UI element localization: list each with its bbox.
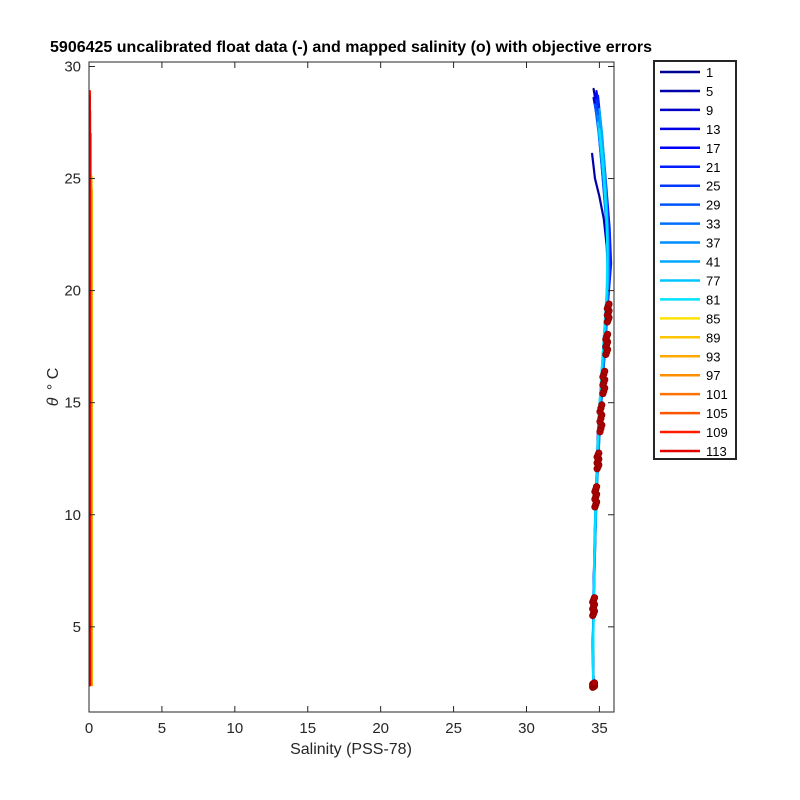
legend-item: 101 xyxy=(660,387,728,402)
mapped-salinity-cluster xyxy=(602,330,612,359)
legend-item: 13 xyxy=(660,122,720,137)
x-tick-label: 5 xyxy=(158,720,166,737)
mapped-salinity-point xyxy=(595,449,603,457)
y-tick-label: 15 xyxy=(64,395,81,412)
marker-layer xyxy=(589,300,613,691)
legend: 1 5 9 13 17 21 25 29 33 37 41 77 81 85 89 93 97 101 105 109… xyxy=(653,60,737,460)
mapped-salinity-cluster xyxy=(591,483,601,511)
x-tick-label: 35 xyxy=(591,720,608,737)
y-axis-label-symbol: θ xyxy=(45,397,62,406)
legend-label: 29 xyxy=(706,198,720,213)
axes-frame xyxy=(88,61,615,713)
y-axis-label: θ ° C xyxy=(45,368,62,407)
y-tick-label: 20 xyxy=(64,283,81,300)
plot-area: 0 5 10 15 20 25 30 35 5 10 15 20 25 30 xyxy=(64,58,615,737)
x-tick-label: 30 xyxy=(518,720,535,737)
legend-item: 41 xyxy=(660,255,720,270)
mapped-salinity-cluster xyxy=(593,449,603,473)
legend-label: 89 xyxy=(706,330,720,345)
y-axis-label-unit: ° C xyxy=(45,368,62,390)
legend-item: 77 xyxy=(660,273,720,288)
legend-label: 37 xyxy=(706,236,720,251)
legend-label: 105 xyxy=(706,406,728,421)
x-tick-label: 0 xyxy=(85,720,93,737)
mapped-salinity-cluster xyxy=(589,679,599,691)
legend-label: 101 xyxy=(706,387,728,402)
chart-title: 5906425 uncalibrated float data (-) and … xyxy=(50,39,652,56)
legend-item: 29 xyxy=(660,198,720,213)
mapped-salinity-point xyxy=(605,300,613,308)
legend-label: 13 xyxy=(706,122,720,137)
x-tick-label: 15 xyxy=(299,720,316,737)
legend-label: 9 xyxy=(706,103,713,118)
y-tick-label: 5 xyxy=(73,619,81,636)
legend-item: 17 xyxy=(660,141,720,156)
mapped-salinity-point xyxy=(598,401,606,409)
mapped-salinity-cluster xyxy=(596,401,606,436)
x-axis-ticks: 0 5 10 15 20 25 30 35 xyxy=(85,62,608,737)
legend-item: 37 xyxy=(660,236,720,251)
legend-label: 81 xyxy=(706,292,720,307)
legend-item: 81 xyxy=(660,292,720,307)
legend-label: 109 xyxy=(706,425,728,440)
legend-item: 1 xyxy=(660,65,713,80)
mapped-salinity-point xyxy=(603,330,612,338)
legend-label: 21 xyxy=(706,160,720,175)
mapped-salinity-cluster xyxy=(603,300,613,326)
mapped-salinity-point xyxy=(601,367,609,375)
x-axis-label: Salinity (PSS-78) xyxy=(290,741,412,758)
mapped-salinity-cluster xyxy=(599,367,609,398)
mapped-salinity-point xyxy=(592,483,601,491)
legend-item: 9 xyxy=(660,103,713,118)
mapped-salinity-cluster xyxy=(589,594,599,620)
x-tick-label: 25 xyxy=(445,720,462,737)
legend-label: 41 xyxy=(706,255,720,270)
x-tick-label: 20 xyxy=(372,720,389,737)
y-tick-label: 10 xyxy=(64,507,81,524)
mapped-salinity-point xyxy=(590,679,599,687)
legend-item: 25 xyxy=(660,179,720,194)
legend-item: 21 xyxy=(660,160,720,175)
legend-label: 85 xyxy=(706,311,720,326)
legend-item: 105 xyxy=(660,406,728,421)
legend-item: 89 xyxy=(660,330,720,345)
legend-label: 1 xyxy=(706,65,713,80)
legend-box xyxy=(653,60,737,460)
legend-label: 113 xyxy=(706,444,727,459)
legend-item: 109 xyxy=(660,425,728,440)
legend-label: 25 xyxy=(706,179,720,194)
legend-items: 1 5 9 13 17 21 25 29 33 37 41 77 81 85 89 93 97 101 105 109… xyxy=(660,65,728,459)
legend-label: 77 xyxy=(706,273,720,288)
plot-background xyxy=(89,62,614,712)
legend-label: 97 xyxy=(706,368,720,383)
y-tick-label: 25 xyxy=(64,171,81,188)
y-axis-ticks: 5 10 15 20 25 30 xyxy=(64,58,614,636)
legend-item: 85 xyxy=(660,311,720,326)
x-tick-label: 10 xyxy=(226,720,243,737)
legend-item: 97 xyxy=(660,368,720,383)
legend-item: 113 xyxy=(660,444,727,459)
svg-text:θ ° C: θ ° C xyxy=(45,368,62,407)
legend-item: 5 xyxy=(660,84,713,99)
legend-label: 17 xyxy=(706,141,720,156)
y-tick-label: 30 xyxy=(64,58,81,75)
legend-label: 5 xyxy=(706,84,713,99)
legend-label: 93 xyxy=(706,349,720,364)
legend-label: 33 xyxy=(706,217,720,232)
mapped-salinity-point xyxy=(590,594,599,602)
legend-item: 93 xyxy=(660,349,720,364)
legend-item: 33 xyxy=(660,217,720,232)
